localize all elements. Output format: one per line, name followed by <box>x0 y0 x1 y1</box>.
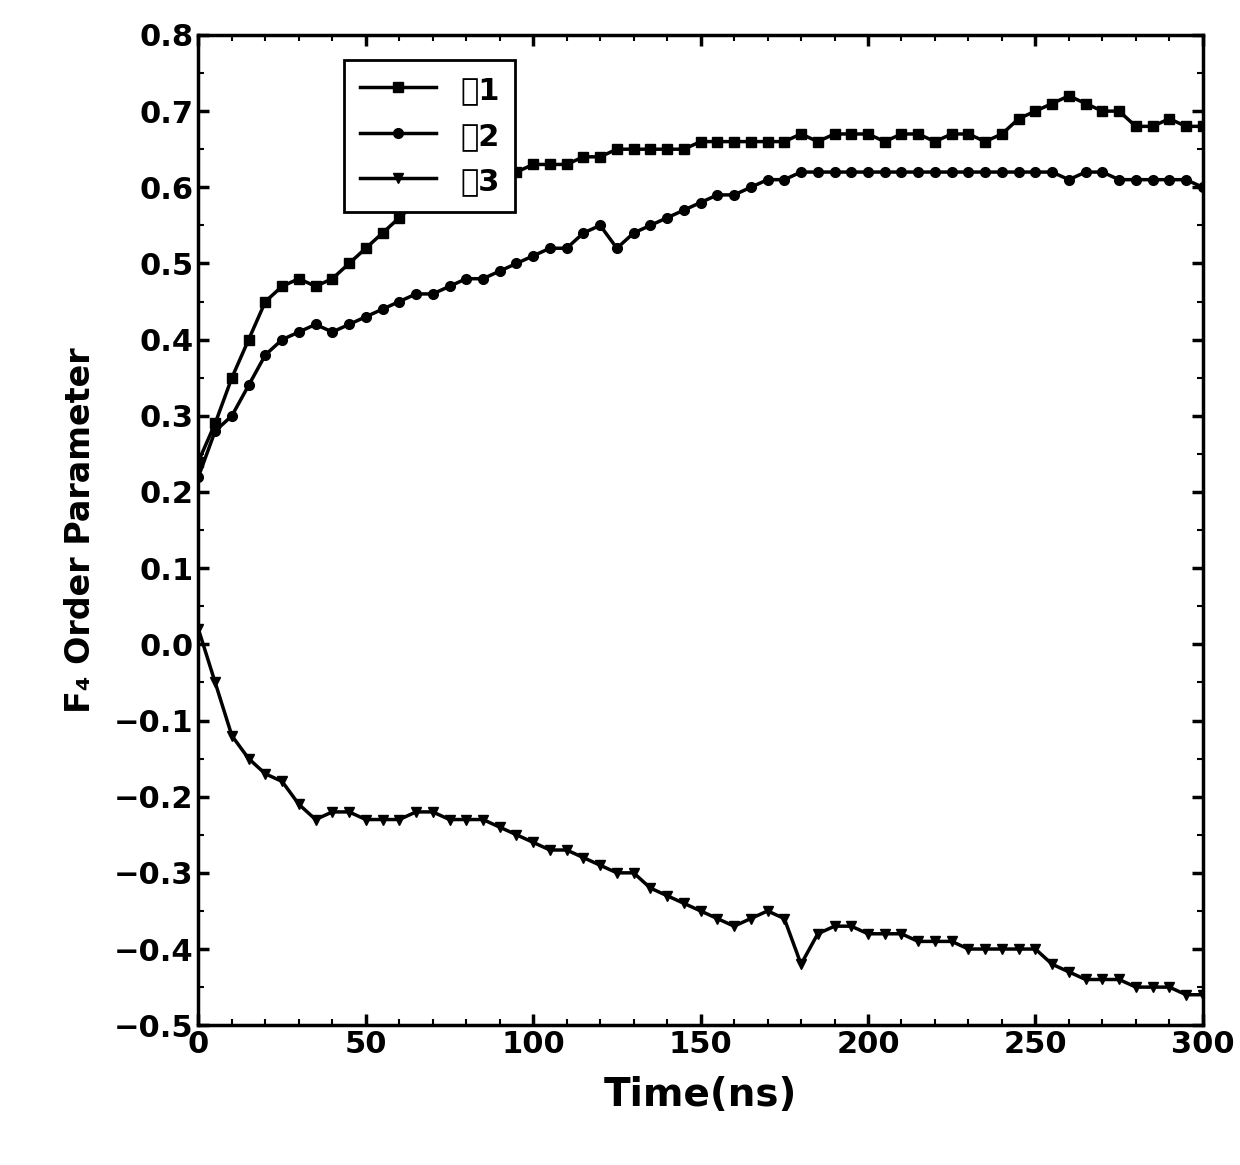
例2 <box>1079 165 1094 179</box>
例1 <box>191 454 206 468</box>
例1 <box>1061 89 1076 103</box>
例3 <box>727 919 742 933</box>
例3 <box>1195 988 1210 1002</box>
Y-axis label: F₄ Order Parameter: F₄ Order Parameter <box>64 347 97 713</box>
例3 <box>1061 965 1076 979</box>
Line: 例3: 例3 <box>193 624 1208 1000</box>
X-axis label: Time(ns): Time(ns) <box>604 1075 797 1114</box>
例1 <box>727 135 742 149</box>
例2 <box>392 295 407 309</box>
例1 <box>392 211 407 225</box>
例2 <box>543 241 558 255</box>
例2 <box>1195 181 1210 195</box>
例3 <box>425 805 440 819</box>
例3 <box>191 622 206 636</box>
例3 <box>794 958 808 972</box>
例1 <box>1079 97 1094 111</box>
例3 <box>392 812 407 826</box>
例2 <box>794 165 808 179</box>
Line: 例2: 例2 <box>193 168 1208 481</box>
例3 <box>1179 988 1194 1002</box>
例1 <box>543 157 558 171</box>
例3 <box>543 843 558 857</box>
例1 <box>1195 119 1210 133</box>
Legend: 例1, 例2, 例3: 例1, 例2, 例3 <box>345 61 515 212</box>
例2 <box>191 469 206 483</box>
例2 <box>811 165 826 179</box>
例2 <box>425 287 440 301</box>
Line: 例1: 例1 <box>193 91 1208 466</box>
例2 <box>727 188 742 202</box>
例1 <box>425 188 440 202</box>
例1 <box>794 127 808 141</box>
